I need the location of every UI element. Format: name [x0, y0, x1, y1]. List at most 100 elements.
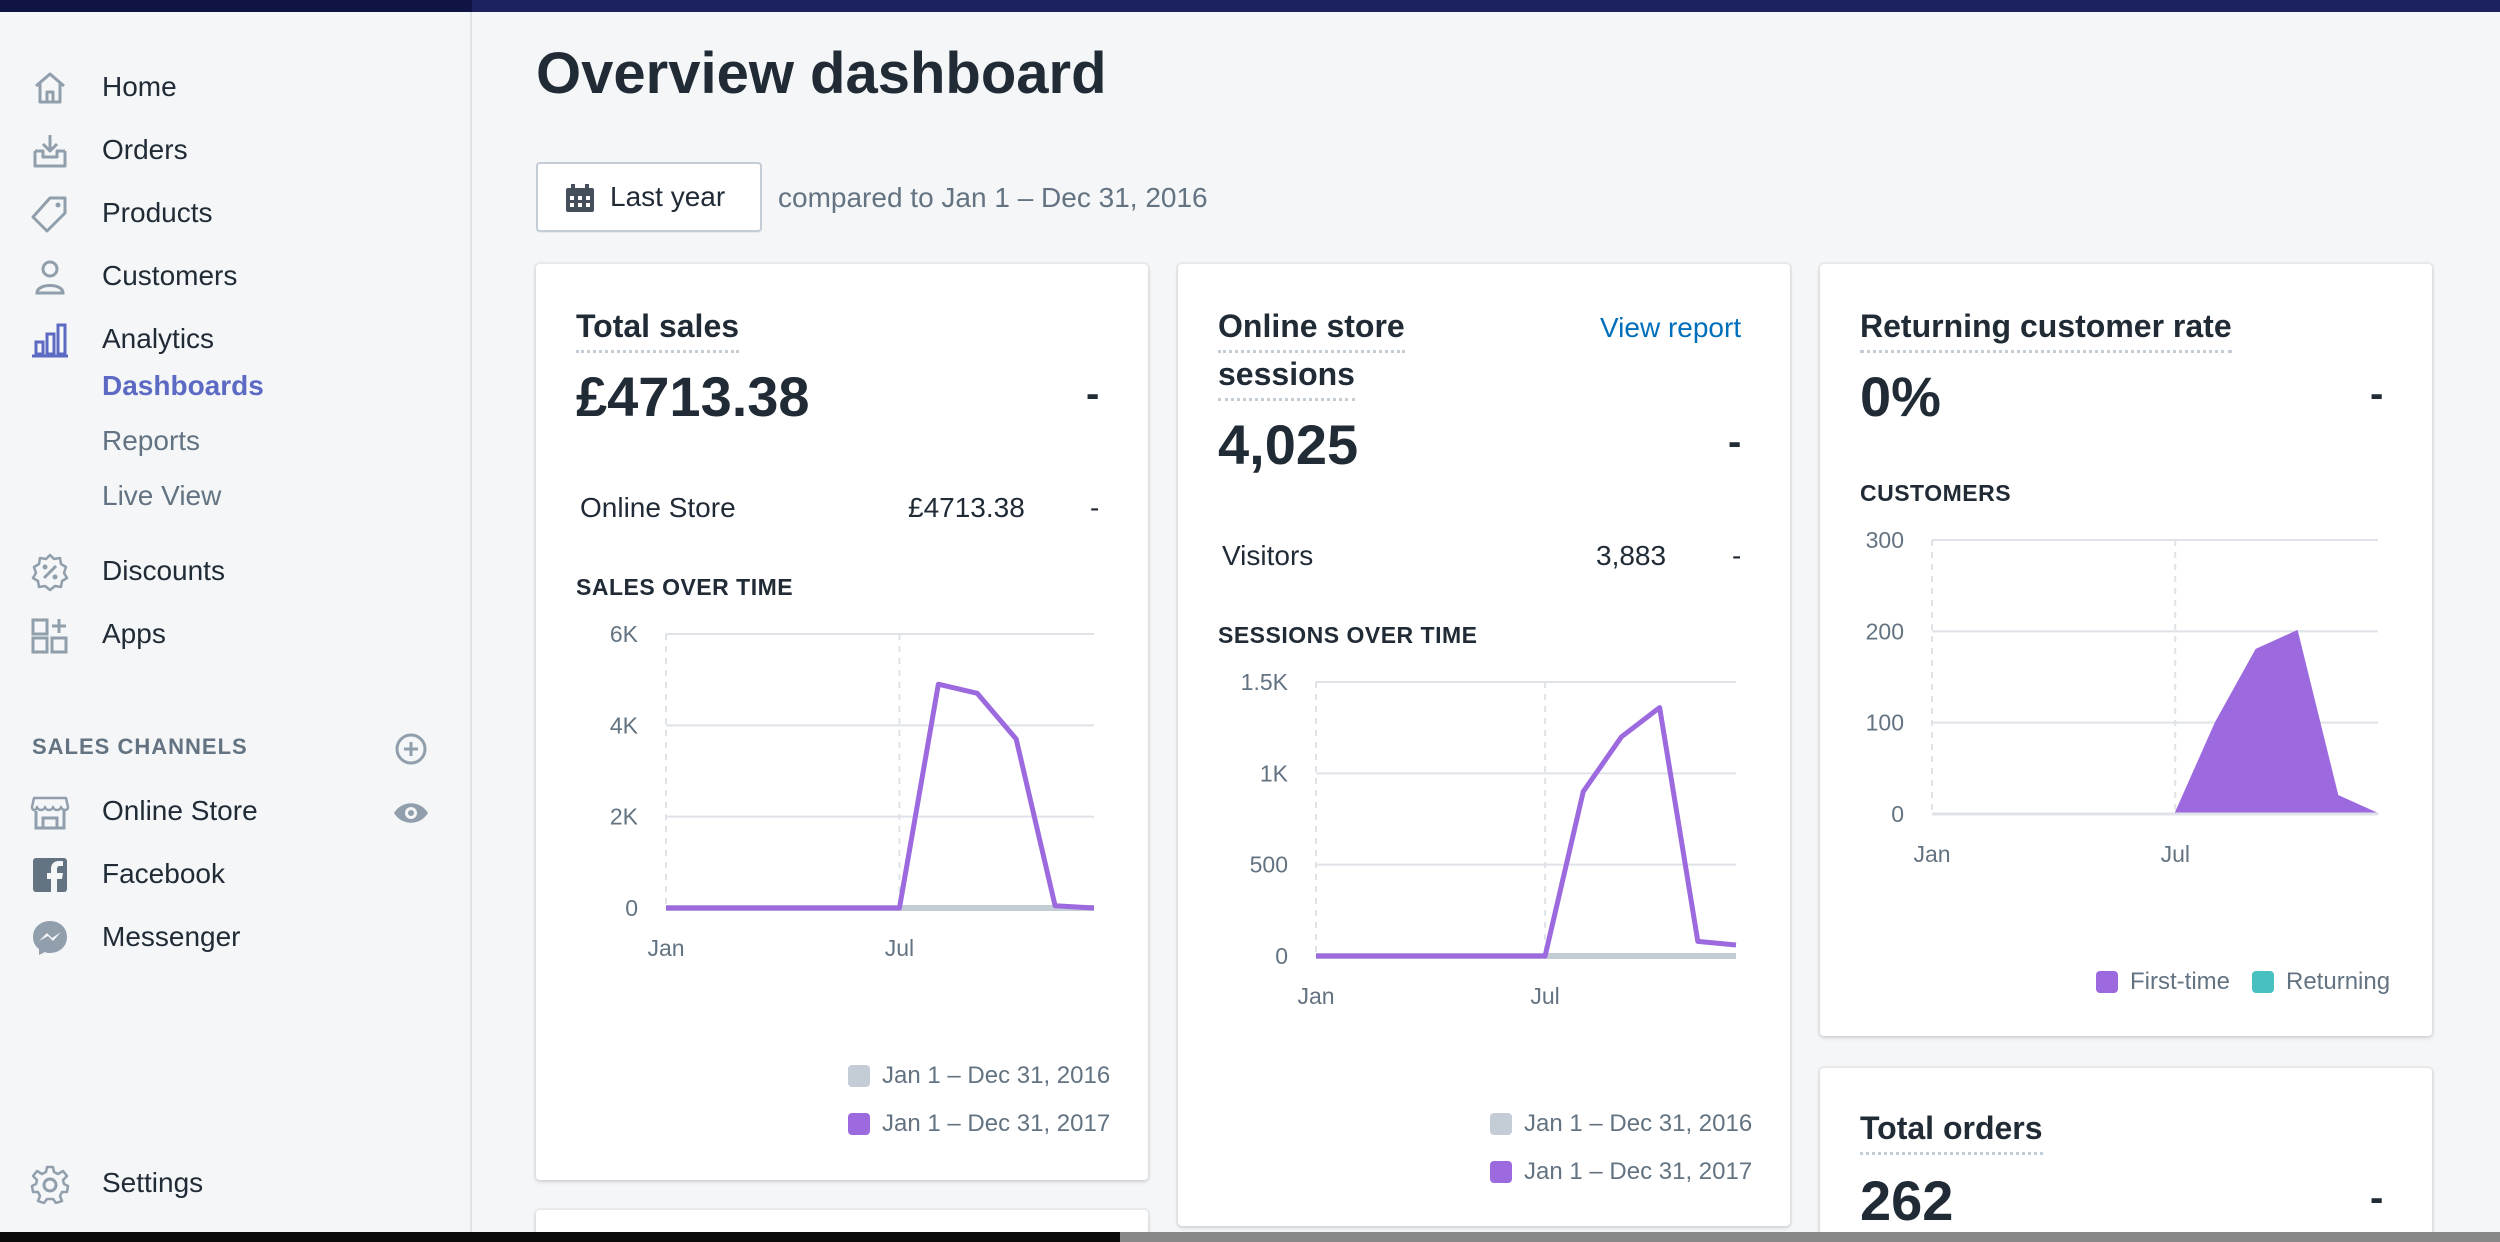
y-tick-label: 0: [1891, 801, 1904, 827]
x-tick-label: Jan: [647, 935, 684, 961]
nav-orders-label: Orders: [102, 134, 188, 165]
y-tick-label: 500: [1250, 852, 1288, 878]
visitors-value: 3,883: [1596, 540, 1667, 571]
returning-change: -: [2370, 372, 2384, 416]
visitors-label: Visitors: [1222, 540, 1314, 571]
first-time-legend-label: First-time: [2130, 968, 2230, 995]
legend-swatch-2016: [1490, 1113, 1512, 1135]
facebook-icon: [33, 858, 67, 892]
sales-legend-2017-label: Jan 1 – Dec 31, 2017: [882, 1110, 1111, 1137]
legend-swatch-2016: [848, 1065, 870, 1087]
top-bar: [0, 0, 2500, 12]
customers-chart-title: CUSTOMERS: [1860, 480, 2012, 506]
first-time-legend: First-time: [2096, 968, 2230, 996]
sessions-legend-2017: Jan 1 – Dec 31, 2017: [1490, 1158, 1752, 1186]
nav-dashboards[interactable]: Dashboards: [102, 370, 264, 401]
sessions-legend-2017-label: Jan 1 – Dec 31, 2017: [1524, 1158, 1753, 1185]
total-sales-row-label: Online Store: [580, 492, 736, 523]
bar-chart-icon: [32, 323, 68, 358]
view-report-link[interactable]: View report: [1600, 312, 1742, 343]
returning-legend-label: Returning: [2286, 968, 2391, 995]
nav-settings-label: Settings: [102, 1167, 204, 1198]
date-range-label: Last year: [610, 181, 726, 212]
total-orders-value: 262: [1860, 1169, 1954, 1232]
series-line-2017: [666, 681, 1095, 911]
legend-swatch-first-time: [2096, 971, 2118, 993]
tag-icon: [31, 196, 67, 233]
nav-online-store[interactable]: Online Store: [0, 786, 470, 836]
sessions-title-line2[interactable]: sessions: [1218, 352, 1355, 401]
y-tick-label: 6K: [610, 621, 639, 647]
nav-reports[interactable]: Reports: [102, 425, 201, 456]
visitors-change: -: [1732, 540, 1742, 571]
messenger-icon: [33, 921, 67, 955]
nav-home-label: Home: [102, 71, 177, 102]
date-range-button[interactable]: Last year: [536, 162, 762, 232]
legend-swatch-2017: [848, 1113, 870, 1135]
nav-customers-label: Customers: [102, 260, 238, 291]
sessions-card: Online store sessions View report 4,025 …: [1178, 264, 1790, 1226]
nav-settings[interactable]: Settings: [0, 1158, 470, 1208]
nav-products-label: Products: [102, 197, 213, 228]
top-bar-left: [0, 0, 472, 12]
y-tick-label: 4K: [610, 712, 639, 738]
gear-icon: [30, 1165, 70, 1204]
total-sales-title[interactable]: Total sales: [576, 304, 740, 353]
eye-icon[interactable]: [392, 800, 430, 826]
add-channel-icon[interactable]: [394, 732, 428, 766]
calendar-icon: [566, 184, 594, 212]
store-icon: [30, 796, 70, 830]
apps-icon: [31, 618, 68, 654]
nav-orders[interactable]: Orders: [0, 125, 470, 175]
y-tick-label: 100: [1866, 710, 1904, 736]
total-sales-value: £4713.38: [576, 365, 810, 428]
customers-chart: 0 100 200 300 Jan Jul: [1866, 527, 2379, 867]
sessions-chart-title: SESSIONS OVER TIME: [1218, 622, 1478, 648]
y-tick-label: 200: [1866, 618, 1904, 644]
nav-facebook[interactable]: Facebook: [0, 849, 470, 899]
total-sales-row-change: -: [1090, 492, 1100, 523]
returning-title[interactable]: Returning customer rate: [1860, 304, 2232, 353]
y-tick-label: 300: [1866, 527, 1904, 553]
y-tick-label: 2K: [610, 804, 639, 830]
sidebar: Home Orders Products Customers Analytics…: [0, 12, 472, 1232]
nav-customers[interactable]: Customers: [0, 251, 470, 301]
nav-messenger-label: Messenger: [102, 921, 241, 952]
nav-messenger[interactable]: Messenger: [0, 912, 470, 962]
nav-analytics[interactable]: Analytics: [0, 314, 470, 364]
sessions-legend-2016-label: Jan 1 – Dec 31, 2016: [1524, 1110, 1753, 1137]
x-tick-label: Jul: [885, 935, 914, 961]
nav-home[interactable]: Home: [0, 62, 470, 112]
x-tick-label: Jan: [1913, 841, 1950, 867]
legend-swatch-2017: [1490, 1161, 1512, 1183]
sales-channels-title: SALES CHANNELS: [32, 734, 248, 759]
y-tick-label: 1K: [1260, 760, 1289, 786]
returning-value: 0%: [1860, 365, 1941, 428]
sessions-over-time-chart: 0 500 1K 1.5K Jan Jul: [1241, 669, 1737, 1009]
legend-swatch-returning: [2252, 971, 2274, 993]
page-title: Overview dashboard: [536, 41, 1107, 106]
x-tick-label: Jul: [2161, 841, 2190, 867]
total-sales-change: -: [1086, 372, 1100, 416]
total-orders-change: -: [2370, 1176, 2384, 1220]
nav-facebook-label: Facebook: [102, 858, 225, 889]
sales-over-time-chart: 0 2K 4K 6K Jan Jul: [610, 621, 1095, 961]
returning-customer-card: Returning customer rate 0% - CUSTOMERS 0…: [1820, 264, 2432, 1036]
total-orders-card: Total orders 262 -: [1820, 1068, 2432, 1242]
sessions-change: -: [1728, 420, 1742, 464]
total-orders-title[interactable]: Total orders: [1860, 1106, 2043, 1155]
nav-apps[interactable]: Apps: [0, 609, 470, 659]
nav-live-view[interactable]: Live View: [102, 480, 222, 511]
sessions-title-line1[interactable]: Online store: [1218, 304, 1405, 353]
nav-discounts[interactable]: Discounts: [0, 546, 470, 596]
y-tick-label: 0: [625, 895, 638, 921]
total-sales-card: Total sales £4713.38 - Online Store £471…: [536, 264, 1148, 1180]
total-sales-row-value: £4713.38: [908, 492, 1025, 523]
person-icon: [35, 260, 65, 295]
x-tick-label: Jan: [1297, 983, 1334, 1009]
sessions-value: 4,025: [1218, 413, 1359, 476]
sessions-legend-2016: Jan 1 – Dec 31, 2016: [1490, 1110, 1752, 1138]
home-icon: [35, 72, 65, 104]
bottom-bar-right: [1120, 1232, 2500, 1242]
nav-products[interactable]: Products: [0, 188, 470, 238]
